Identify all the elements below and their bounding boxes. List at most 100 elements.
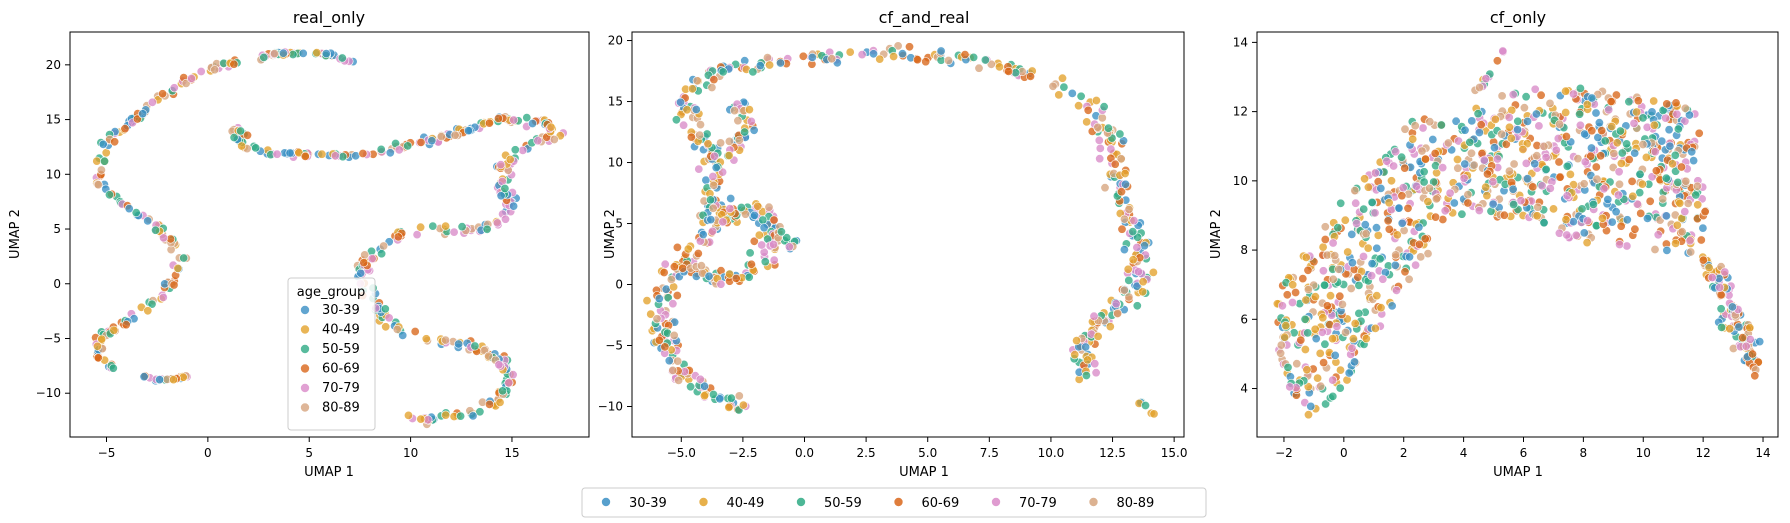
data-point xyxy=(1474,128,1484,138)
data-point xyxy=(495,397,505,407)
data-point xyxy=(1579,179,1589,189)
data-point xyxy=(1633,96,1643,106)
data-point xyxy=(379,241,389,251)
data-point xyxy=(1668,159,1678,169)
data-point xyxy=(1677,162,1687,172)
data-point xyxy=(1641,152,1651,162)
data-point xyxy=(1100,183,1110,193)
data-point xyxy=(1488,199,1498,209)
data-point xyxy=(782,233,792,243)
data-point xyxy=(706,215,716,225)
data-point xyxy=(897,49,907,59)
data-point xyxy=(158,89,168,99)
figure-legend-marker xyxy=(796,497,806,507)
data-point xyxy=(699,391,709,401)
data-point xyxy=(1523,116,1533,126)
data-point xyxy=(1481,182,1491,192)
data-point xyxy=(1140,241,1150,251)
data-point xyxy=(427,136,437,146)
data-point xyxy=(300,151,310,161)
data-point xyxy=(1128,255,1138,265)
x-tick-label: 15.0 xyxy=(1161,446,1188,460)
data-point xyxy=(1463,198,1473,208)
data-point xyxy=(1322,301,1332,311)
data-point xyxy=(317,149,327,159)
data-point xyxy=(1376,183,1386,193)
data-point xyxy=(1591,108,1601,118)
data-point xyxy=(1334,264,1344,274)
data-point xyxy=(1400,124,1410,134)
data-point xyxy=(1523,174,1533,184)
data-point xyxy=(1397,191,1407,201)
figure-legend-marker xyxy=(1089,497,1098,507)
data-point xyxy=(1459,173,1469,183)
data-point xyxy=(1420,234,1430,244)
data-point xyxy=(758,215,768,225)
data-point xyxy=(1693,200,1703,210)
data-point xyxy=(1347,343,1357,353)
data-point xyxy=(1397,152,1407,162)
data-point xyxy=(1506,133,1516,143)
data-point xyxy=(463,126,473,136)
data-point xyxy=(1387,176,1397,186)
data-point xyxy=(1629,118,1639,128)
data-point xyxy=(709,75,719,85)
data-point xyxy=(642,296,652,306)
figure-legend-box xyxy=(581,487,1207,518)
data-point xyxy=(393,232,403,242)
x-tick-label: 12.5 xyxy=(1099,446,1126,460)
data-point xyxy=(392,324,402,334)
data-point xyxy=(734,391,744,401)
data-point xyxy=(733,116,743,126)
data-point xyxy=(454,339,464,349)
figure-legend-entries: 30-39 40-49 50-59 60-69 70-79 80-89 xyxy=(601,496,1154,511)
data-point xyxy=(1367,197,1377,207)
data-point xyxy=(1292,359,1302,369)
data-point xyxy=(259,52,269,62)
data-point xyxy=(1351,198,1361,208)
y-tick-label: 12 xyxy=(1233,105,1248,119)
data-point xyxy=(1346,283,1356,293)
data-point xyxy=(1463,190,1473,200)
data-point xyxy=(1632,107,1642,117)
data-point xyxy=(1093,122,1103,132)
data-point xyxy=(1375,254,1385,264)
data-point xyxy=(875,54,885,64)
data-point xyxy=(807,52,817,62)
data-point xyxy=(527,119,537,129)
data-point xyxy=(1562,230,1572,240)
data-point xyxy=(1476,120,1486,130)
data-point xyxy=(1474,206,1484,216)
data-point xyxy=(1026,71,1036,81)
y-tick-label: 15 xyxy=(608,95,623,109)
data-point xyxy=(403,141,413,151)
data-point xyxy=(669,262,679,272)
data-point xyxy=(1534,121,1544,131)
data-point xyxy=(1412,181,1422,191)
figure-legend-label: 30-39 xyxy=(629,496,667,511)
data-point xyxy=(1604,105,1614,115)
data-point xyxy=(696,261,706,271)
x-axis-label: UMAP 1 xyxy=(304,465,354,480)
data-point xyxy=(1134,267,1144,277)
data-point xyxy=(960,50,970,60)
data-point xyxy=(1606,97,1616,107)
data-point xyxy=(776,227,786,237)
data-point xyxy=(1588,199,1598,209)
data-point xyxy=(1123,264,1133,274)
data-point xyxy=(359,258,369,268)
y-tick-label: 0 xyxy=(53,277,61,291)
data-point xyxy=(1443,138,1453,148)
legend-label: 40-49 xyxy=(322,323,360,338)
data-point xyxy=(1561,215,1571,225)
data-point xyxy=(718,67,728,77)
data-point xyxy=(1562,191,1572,201)
data-point xyxy=(912,55,922,65)
data-point xyxy=(845,47,855,57)
data-point xyxy=(661,284,671,294)
data-point xyxy=(654,294,664,304)
data-point xyxy=(1321,399,1331,409)
data-point xyxy=(509,201,519,211)
data-point xyxy=(1095,154,1105,164)
data-point xyxy=(1311,334,1321,344)
